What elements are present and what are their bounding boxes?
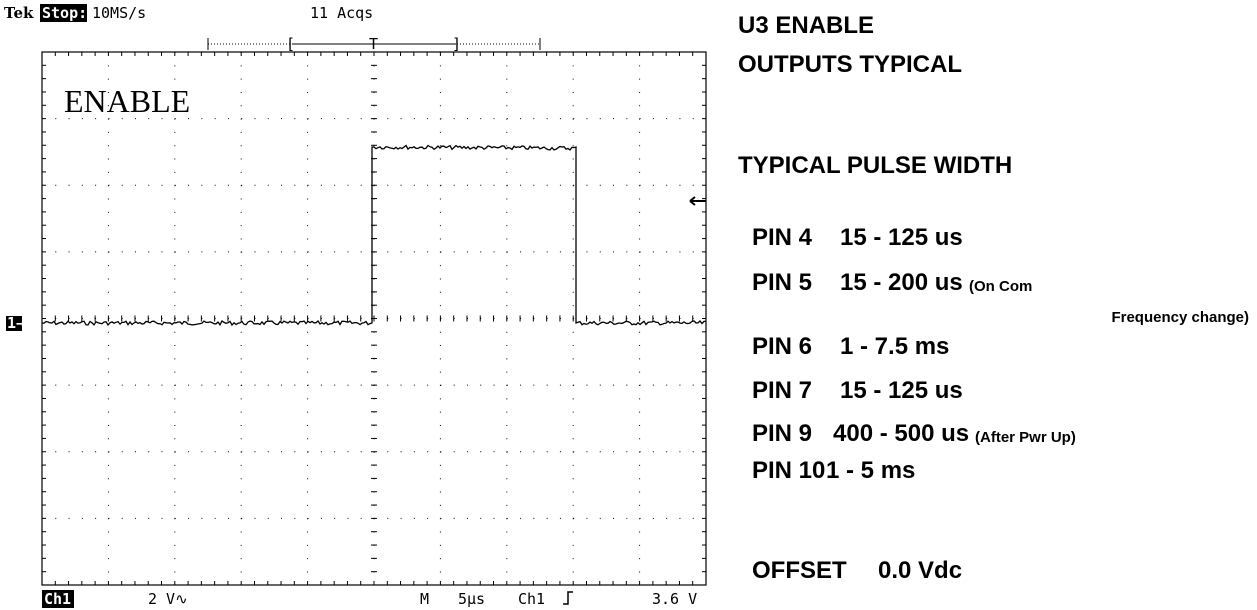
pin-name: PIN 4 <box>752 224 813 251</box>
status: Stop: <box>42 4 87 22</box>
screen-label: ENABLE <box>64 83 190 119</box>
pin-range: 400 - 500 us <box>833 420 970 447</box>
channel-box <box>42 590 74 608</box>
footer-scale: 2 V∿ <box>148 590 188 608</box>
pin-name: PIN 7 <box>752 377 813 404</box>
trigger-level-arrow <box>689 196 706 206</box>
footer-trigger-level: 3.6 V <box>652 590 697 608</box>
brand: Tek <box>4 4 34 22</box>
pin-name: PIN 6 <box>752 333 813 360</box>
pin-range: 15 - 125 us <box>840 224 963 251</box>
acquisitions: 11 Acqs <box>310 4 373 22</box>
offset-label: OFFSET <box>752 557 847 584</box>
heading: TYPICAL PULSE WIDTH <box>738 152 1013 179</box>
pin-note: (After Pwr Up) <box>975 429 1076 446</box>
pin-note: (On Com <box>969 278 1033 295</box>
rate: 10MS/s <box>92 4 146 22</box>
footer-channel: Ch1 <box>44 590 71 608</box>
footer-timebase: 5µs <box>458 590 485 608</box>
window-end: ] <box>452 35 461 53</box>
waveform <box>41 144 706 327</box>
scope: Tek Stop: 10MS/s 11 Acqs [ T ] 1→ ENABLE… <box>4 4 707 608</box>
window-start: [ <box>286 35 295 53</box>
pin-name: PIN 10 <box>752 457 826 484</box>
screen-border <box>41 51 707 586</box>
footer-timebase-prefix: M <box>420 590 429 608</box>
title-line: U3 ENABLE <box>738 12 875 39</box>
channel-marker: 1→ <box>7 314 25 332</box>
footer-trigger-source: Ch1 <box>518 590 545 608</box>
pin-name: PIN 5 <box>752 269 813 296</box>
pin-note: Frequency change) <box>1111 309 1249 326</box>
title-line: OUTPUTS TYPICAL <box>738 51 963 78</box>
pin-range: 15 - 125 us <box>840 377 963 404</box>
pin-range: 15 - 200 us <box>840 269 963 296</box>
channel-marker-box <box>6 316 22 331</box>
trigger-marker: T <box>369 35 378 53</box>
pin-range: 1 - 7.5 ms <box>840 333 950 360</box>
status-box <box>40 4 87 22</box>
offset-value: 0.0 Vdc <box>878 557 963 584</box>
pin-name: PIN 9 <box>752 420 813 447</box>
trigger-slope <box>563 591 573 605</box>
pin-range: 1 - 5 ms <box>826 457 916 484</box>
graticule <box>41 51 707 586</box>
